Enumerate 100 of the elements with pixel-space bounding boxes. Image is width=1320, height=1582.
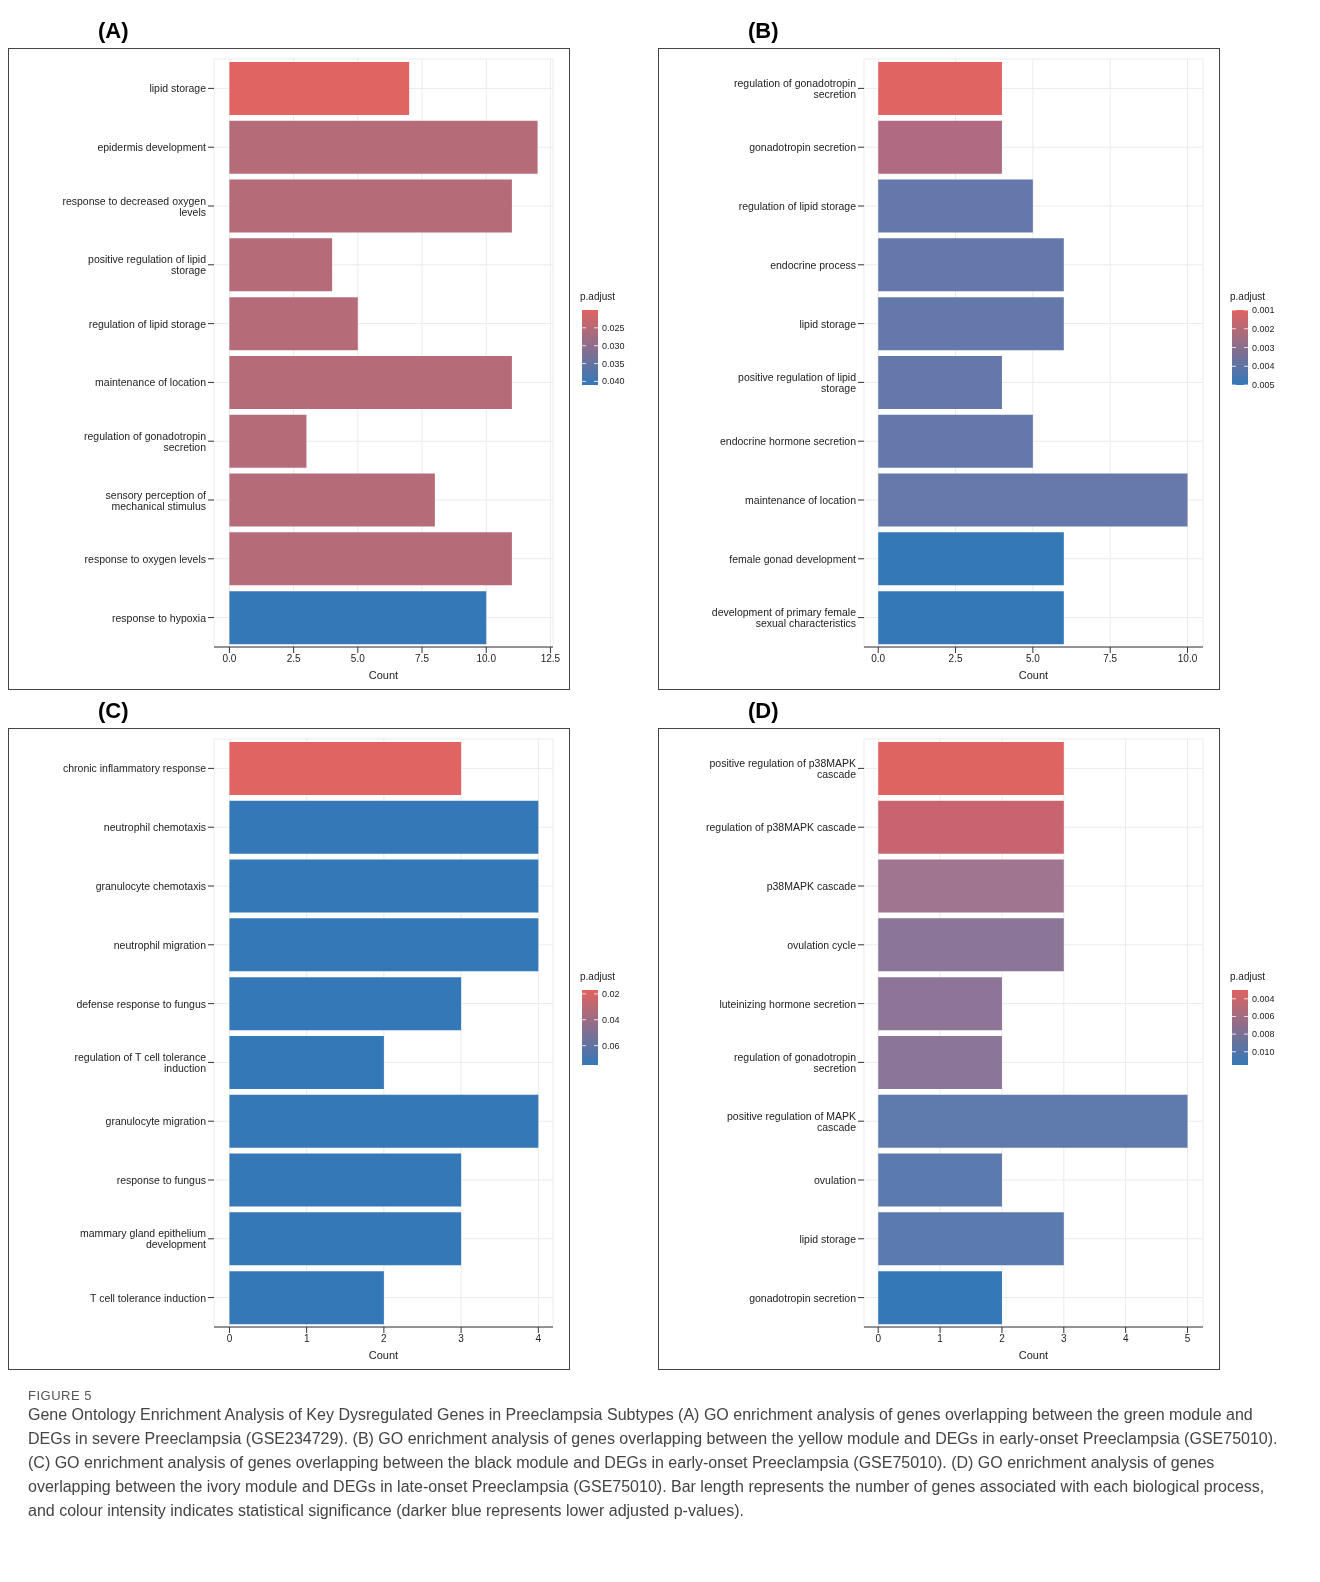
y-tick-label: epidermis development bbox=[97, 141, 207, 154]
text: Gene Ontology Enrichment Analysis of Key Dysregulated Genes in Preeclampsia Subtypes (A) GO enrichment analysis of genes overlapping between the green module and DEGs in severe Preeclampsia (GSE234729). (B) GO enrichment analysis of genes overlapping between the yellow module and DEGs in early-onset Preeclampsia (GSE75010). (C) GO enrichment analysis of genes overlapping between the black module and DEGs in early-onset Preeclampsia (GSE75010). (D) GO enrichment analysis of genes overlapping between the ivory module and DEGs in late-onset Preeclampsia (GSE75010). Bar length represents the number of genes associated with each biological process, and colour intensity indicates statistical significance (darker blue represents lower adjusted p-values). bbox=[28, 1405, 1279, 1521]
bar bbox=[229, 473, 435, 527]
bar bbox=[878, 859, 1064, 913]
color-bar-label: 0.004 bbox=[1252, 993, 1275, 1004]
x-tick-label: 12.5 bbox=[540, 653, 561, 665]
x-tick-label: 10.0 bbox=[1177, 653, 1198, 665]
y-tick-label: endocrine process bbox=[770, 258, 856, 271]
bar bbox=[229, 1035, 384, 1089]
y-tick-label: luteinizing hormone secretion bbox=[719, 997, 857, 1010]
bar bbox=[229, 355, 512, 409]
bar bbox=[878, 120, 1002, 174]
bar bbox=[229, 414, 307, 468]
caption: FIGURE 5 bbox=[28, 1388, 93, 1403]
bar bbox=[229, 1153, 462, 1207]
color-bar-label: 0.030 bbox=[602, 340, 625, 351]
y-tick-label: granulocyte migration bbox=[105, 1115, 207, 1128]
y-tick-label: development of primary female sexual characteristics bbox=[711, 606, 857, 630]
y-tick-label: response to fungus bbox=[116, 1174, 206, 1186]
bar bbox=[229, 532, 512, 586]
bar bbox=[878, 741, 1064, 795]
y-tick-label: neutrophil chemotaxis bbox=[103, 821, 206, 834]
bar bbox=[878, 238, 1064, 292]
color-bar-label: 0.001 bbox=[1252, 305, 1275, 315]
bar bbox=[229, 61, 410, 115]
y-tick-label: sensory perception of mechanical stimulus bbox=[105, 488, 207, 512]
color-bar-label: 0.004 bbox=[1252, 361, 1275, 372]
y-tick-label: defense response to fungus bbox=[76, 997, 206, 1010]
bar bbox=[878, 977, 1002, 1031]
x-tick-label: 7.5 bbox=[415, 653, 430, 665]
y-tick-label: response to decreased oxygen levels bbox=[62, 194, 207, 218]
x-axis-title: Count bbox=[368, 669, 399, 681]
y-tick-label: lipid storage bbox=[149, 82, 207, 95]
x-tick-label: 0.0 bbox=[871, 653, 886, 665]
bar bbox=[229, 1271, 384, 1325]
y-tick-label: response to oxygen levels bbox=[84, 552, 206, 565]
x-tick-label: 4 bbox=[1122, 1333, 1129, 1345]
x-tick-label: 2.5 bbox=[286, 653, 301, 665]
x-axis-title: Count bbox=[368, 1349, 399, 1361]
x-tick-label: 5.0 bbox=[350, 653, 366, 665]
bar bbox=[229, 179, 512, 233]
color-bar-label: 0.06 bbox=[602, 1040, 620, 1051]
color-bar-title: p.adjust bbox=[580, 971, 616, 982]
y-tick-label: lipid storage bbox=[799, 317, 857, 330]
color-bar-label: 0.04 bbox=[602, 1014, 620, 1025]
y-tick-label: endocrine hormone secretion bbox=[720, 435, 857, 448]
bar bbox=[229, 918, 539, 972]
bar bbox=[878, 1153, 1002, 1207]
chart-title: (D) bbox=[748, 698, 779, 724]
bar bbox=[878, 179, 1033, 233]
y-tick-label: ovulation cycle bbox=[787, 938, 857, 951]
y-tick-label: regulation of gonadotropin secretion bbox=[733, 1050, 857, 1074]
bar bbox=[229, 741, 462, 795]
y-tick-label: response to hypoxia bbox=[112, 611, 207, 624]
y-tick-label: chronic inflammatory response bbox=[63, 762, 207, 775]
color-bar-title: p.adjust bbox=[580, 291, 616, 302]
chart-title: (A) bbox=[98, 18, 129, 44]
bar bbox=[878, 414, 1033, 468]
y-tick-label: female gonad development bbox=[729, 552, 857, 565]
bar bbox=[229, 977, 462, 1031]
bar bbox=[878, 297, 1064, 351]
x-tick-label: 0 bbox=[875, 1333, 882, 1345]
x-tick-label: 5 bbox=[1184, 1333, 1191, 1345]
x-tick-label: 2 bbox=[999, 1333, 1006, 1345]
bar bbox=[878, 800, 1064, 854]
bar bbox=[229, 120, 538, 174]
x-axis-title: Count bbox=[1018, 669, 1049, 681]
color-bar-label: 0.035 bbox=[602, 358, 625, 369]
x-tick-label: 2 bbox=[381, 1333, 388, 1345]
y-tick-label: granulocyte chemotaxis bbox=[95, 880, 206, 892]
y-tick-label: lipid storage bbox=[799, 1232, 857, 1245]
bar bbox=[878, 61, 1002, 115]
color-bar-label: 0.025 bbox=[602, 322, 625, 333]
color-bar-label: 0.003 bbox=[1252, 342, 1275, 353]
bar bbox=[878, 355, 1002, 409]
y-tick-label: regulation of lipid storage bbox=[738, 200, 857, 212]
bar bbox=[878, 1035, 1002, 1089]
bar bbox=[229, 297, 358, 351]
color-bar-label: 0.040 bbox=[602, 376, 625, 387]
bar bbox=[878, 532, 1064, 586]
x-tick-label: 2.5 bbox=[948, 653, 963, 665]
y-tick-label: mammary gland epithelium development bbox=[79, 1227, 207, 1251]
bar bbox=[878, 473, 1188, 527]
y-tick-label: regulation of gonadotropin secretion bbox=[83, 429, 207, 453]
y-tick-label: regulation of p38MAPK cascade bbox=[705, 821, 857, 834]
x-axis-title: Count bbox=[1018, 1349, 1049, 1361]
y-tick-label: neutrophil migration bbox=[113, 938, 207, 951]
x-tick-label: 1 bbox=[303, 1333, 310, 1345]
color-bar-label: 0.02 bbox=[602, 988, 620, 999]
y-tick-label: maintenance of location bbox=[745, 494, 857, 506]
bar bbox=[229, 238, 333, 292]
chart-title: (C) bbox=[98, 698, 129, 724]
bar bbox=[229, 1212, 462, 1266]
chart-title: (B) bbox=[748, 18, 779, 44]
x-tick-label: 3 bbox=[458, 1333, 465, 1345]
y-tick-label: gonadotropin secretion bbox=[749, 141, 857, 154]
bar bbox=[229, 800, 539, 854]
color-bar-label: 0.002 bbox=[1252, 323, 1275, 334]
bar bbox=[229, 1094, 539, 1148]
bar bbox=[229, 859, 539, 913]
